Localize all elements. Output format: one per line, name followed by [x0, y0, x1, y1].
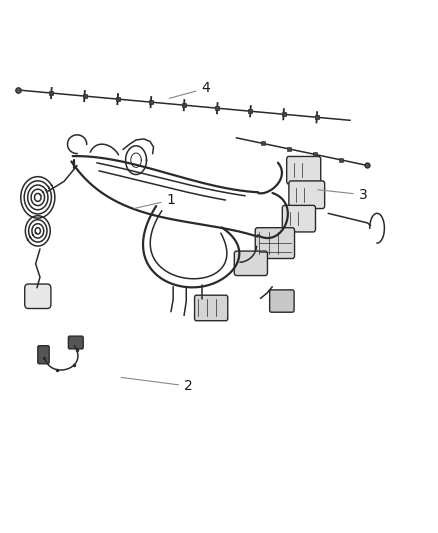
FancyBboxPatch shape [234, 251, 268, 276]
FancyBboxPatch shape [194, 295, 228, 321]
Text: 4: 4 [169, 82, 210, 98]
Text: 3: 3 [318, 188, 367, 201]
Text: 1: 1 [134, 193, 176, 208]
FancyBboxPatch shape [270, 290, 294, 312]
Text: 2: 2 [121, 377, 193, 393]
FancyBboxPatch shape [287, 157, 321, 184]
FancyBboxPatch shape [289, 181, 325, 208]
FancyBboxPatch shape [255, 228, 294, 259]
FancyBboxPatch shape [25, 284, 51, 309]
FancyBboxPatch shape [283, 205, 315, 232]
FancyBboxPatch shape [68, 336, 83, 349]
FancyBboxPatch shape [38, 346, 49, 364]
